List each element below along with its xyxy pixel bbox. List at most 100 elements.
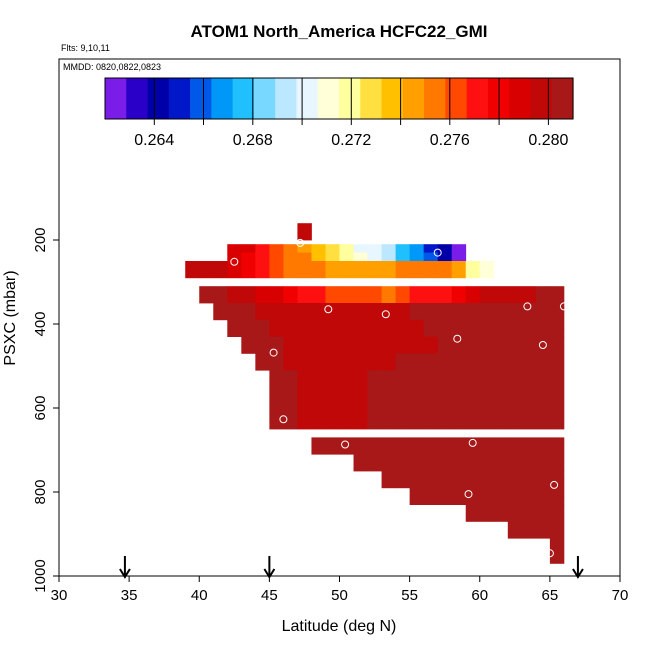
heatmap-cell <box>535 496 551 505</box>
heatmap-cell <box>241 294 256 304</box>
heatmap-cell <box>283 261 298 270</box>
heatmap-cell <box>451 479 467 489</box>
heatmap-cell <box>535 479 551 489</box>
heatmap-cell <box>423 345 439 354</box>
heatmap-cell <box>367 420 382 430</box>
heatmap-cell <box>521 496 537 505</box>
heatmap-cell <box>283 387 298 396</box>
heatmap-cell <box>451 252 467 262</box>
heatmap-cell <box>283 345 298 354</box>
heatmap-cell <box>479 378 495 388</box>
heatmap-cell <box>423 286 439 295</box>
heatmap-cell <box>493 487 509 497</box>
heatmap-cell <box>311 437 326 447</box>
heatmap-cell <box>549 361 565 371</box>
heatmap-cell <box>465 303 481 312</box>
sample-point <box>324 305 333 314</box>
heatmap-cell <box>297 223 312 232</box>
heatmap-cell <box>549 311 565 321</box>
heatmap-cell <box>395 361 411 371</box>
heatmap-cell <box>395 294 411 304</box>
heatmap-cell <box>339 403 354 413</box>
heatmap-cell <box>339 311 354 321</box>
heatmap-cell <box>521 521 537 531</box>
heatmap-cell <box>451 378 467 388</box>
heatmap-cell <box>395 395 411 405</box>
heatmap-cell <box>465 471 481 480</box>
heatmap-cell <box>339 420 354 430</box>
colorbar-swatch <box>509 78 532 119</box>
heatmap-cell <box>437 395 453 405</box>
heatmap-cell <box>493 454 509 463</box>
heatmap-cell <box>507 437 523 447</box>
heatmap-cell <box>437 252 453 262</box>
colorbar-swatch <box>360 78 383 119</box>
heatmap-cell <box>409 286 425 295</box>
heatmap-cell <box>409 496 425 505</box>
heatmap-cell <box>367 286 382 295</box>
heatmap-cell <box>311 303 326 312</box>
heatmap-cell <box>213 311 228 321</box>
heatmap-cell <box>437 378 453 388</box>
heatmap-cell <box>479 412 495 421</box>
heatmap-cell <box>395 252 411 262</box>
heatmap-cell <box>395 311 411 321</box>
heatmap-cell <box>465 403 481 413</box>
heatmap-cell <box>381 412 396 421</box>
heatmap-cell <box>269 378 284 388</box>
colorbar-swatch <box>211 78 234 119</box>
heatmap-cell <box>269 353 284 363</box>
heatmap-cell <box>381 252 396 262</box>
heatmap-cell <box>479 445 495 455</box>
heatmap-cell <box>227 252 242 262</box>
heatmap-cell <box>325 437 340 447</box>
heatmap-cell <box>395 420 411 430</box>
heatmap-cell <box>451 244 467 253</box>
heatmap-cell <box>493 420 509 430</box>
heatmap-cell <box>465 294 481 304</box>
heatmap-cell <box>395 244 411 253</box>
heatmap-cells <box>185 223 565 564</box>
heatmap-cell <box>297 294 312 304</box>
heatmap-cell <box>353 420 368 430</box>
heatmap-cell <box>241 303 256 312</box>
heatmap-cell <box>325 311 340 321</box>
heatmap-cell <box>451 303 467 312</box>
heatmap-cell <box>535 286 551 295</box>
heatmap-cell <box>297 244 312 253</box>
sample-point <box>464 490 473 499</box>
heatmap-cell <box>269 345 284 354</box>
heatmap-cell <box>255 311 270 321</box>
heatmap-cell <box>479 361 495 371</box>
heatmap-cell <box>409 471 425 480</box>
colorbar-tick-label: 0.268 <box>233 132 273 149</box>
heatmap-cell <box>325 328 340 337</box>
heatmap-cell <box>311 261 326 270</box>
heatmap-cell <box>367 328 382 337</box>
heatmap-cell <box>451 454 467 463</box>
heatmap-cell <box>325 345 340 354</box>
heatmap-cell <box>521 462 537 472</box>
heatmap-cell <box>465 269 481 279</box>
heatmap-cell <box>297 319 312 329</box>
heatmap-cell <box>381 479 396 489</box>
heatmap-cell <box>311 252 326 262</box>
heatmap-cell <box>465 445 481 455</box>
heatmap-cell <box>507 336 523 346</box>
heatmap-cell <box>269 286 284 295</box>
heatmap-cell <box>325 387 340 396</box>
heatmap-cell <box>409 395 425 405</box>
heatmap-cell <box>367 336 382 346</box>
heatmap-cell <box>423 336 439 346</box>
heatmap-cell <box>297 303 312 312</box>
heatmap-cell <box>283 269 298 279</box>
heatmap-cell <box>381 328 396 337</box>
heatmap-cell <box>507 311 523 321</box>
sample-point <box>230 257 239 266</box>
heatmap-cell <box>311 353 326 363</box>
heatmap-cell <box>199 294 214 304</box>
heatmap-cell <box>269 361 284 371</box>
heatmap-cell <box>395 479 411 489</box>
heatmap-cell <box>213 286 228 295</box>
heatmap-cell <box>549 454 565 463</box>
